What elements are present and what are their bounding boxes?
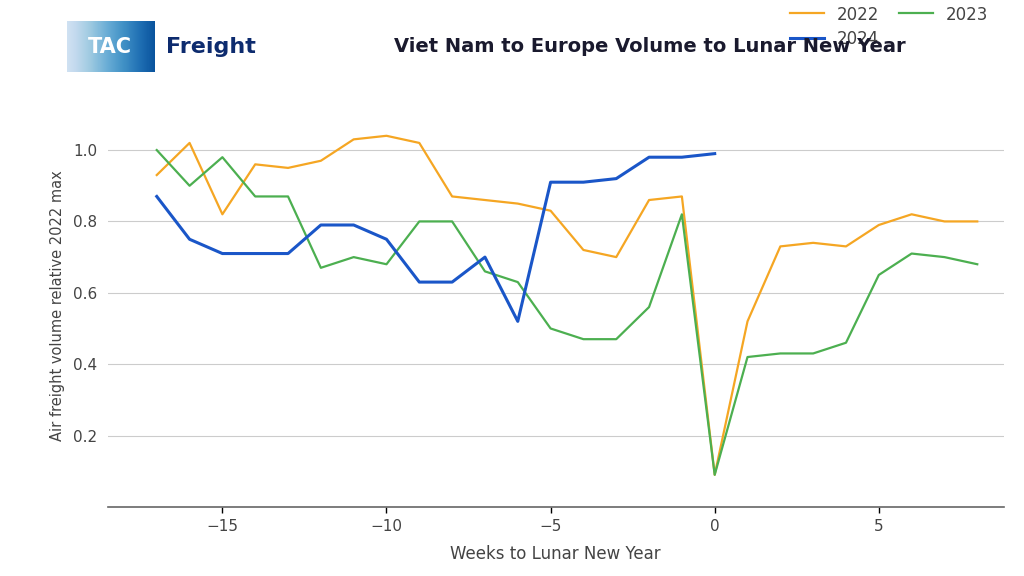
- 2023: [545, 325, 557, 332]
- X-axis label: Weeks to Lunar New Year: Weeks to Lunar New Year: [451, 545, 660, 563]
- 2022: [380, 132, 392, 139]
- 2023: [774, 350, 786, 357]
- 2023: [610, 336, 623, 343]
- 2022: [578, 247, 590, 253]
- Text: Viet Nam to Europe Volume to Lunar New Year: Viet Nam to Europe Volume to Lunar New Y…: [394, 37, 906, 56]
- 2022: [807, 240, 819, 247]
- 2024: [314, 222, 327, 229]
- 2022: [840, 243, 852, 250]
- 2023: [938, 253, 950, 260]
- 2023: [676, 211, 688, 218]
- 2024: [446, 279, 459, 286]
- 2023: [347, 253, 359, 260]
- 2023: [741, 354, 754, 361]
- 2022: [249, 161, 261, 168]
- Text: TAC: TAC: [88, 37, 132, 56]
- 2022: [610, 253, 623, 260]
- 2024: [709, 150, 721, 157]
- 2022: [971, 218, 983, 225]
- 2022: [643, 196, 655, 203]
- 2023: [380, 261, 392, 268]
- 2024: [347, 222, 359, 229]
- 2024: [151, 193, 163, 200]
- 2023: [314, 264, 327, 271]
- 2022: [347, 136, 359, 143]
- 2022: [282, 165, 294, 172]
- 2022: [512, 200, 524, 207]
- Text: Freight: Freight: [166, 37, 256, 56]
- Line: 2022: 2022: [157, 136, 977, 475]
- 2023: [151, 147, 163, 154]
- 2024: [282, 250, 294, 257]
- 2024: [545, 179, 557, 185]
- 2024: [183, 236, 196, 242]
- 2024: [380, 236, 392, 242]
- 2022: [709, 471, 721, 478]
- Y-axis label: Air freight volume relative 2022 max: Air freight volume relative 2022 max: [49, 170, 65, 441]
- 2023: [807, 350, 819, 357]
- 2022: [413, 139, 425, 146]
- 2023: [183, 182, 196, 189]
- 2022: [314, 157, 327, 164]
- 2024: [610, 175, 623, 182]
- 2022: [872, 222, 885, 229]
- 2022: [216, 211, 228, 218]
- 2024: [643, 154, 655, 161]
- 2022: [905, 211, 918, 218]
- 2022: [545, 207, 557, 214]
- 2023: [872, 271, 885, 278]
- 2022: [774, 243, 786, 250]
- 2023: [446, 218, 459, 225]
- 2024: [676, 154, 688, 161]
- 2024: [216, 250, 228, 257]
- 2023: [249, 193, 261, 200]
- 2023: [905, 250, 918, 257]
- 2023: [643, 304, 655, 310]
- 2022: [446, 193, 459, 200]
- 2024: [578, 179, 590, 185]
- 2023: [709, 471, 721, 478]
- 2024: [413, 279, 425, 286]
- 2024: [249, 250, 261, 257]
- 2023: [512, 279, 524, 286]
- 2023: [282, 193, 294, 200]
- 2022: [741, 318, 754, 325]
- 2022: [183, 139, 196, 146]
- Line: 2024: 2024: [157, 154, 715, 321]
- 2024: [479, 253, 492, 260]
- 2023: [578, 336, 590, 343]
- 2022: [938, 218, 950, 225]
- 2022: [479, 196, 492, 203]
- Line: 2023: 2023: [157, 150, 977, 475]
- 2024: [512, 318, 524, 325]
- Legend: 2022, 2024, 2023: 2022, 2024, 2023: [783, 0, 995, 55]
- 2023: [216, 154, 228, 161]
- 2022: [151, 172, 163, 179]
- 2022: [676, 193, 688, 200]
- 2023: [971, 261, 983, 268]
- 2023: [840, 339, 852, 346]
- 2023: [413, 218, 425, 225]
- 2023: [479, 268, 492, 275]
